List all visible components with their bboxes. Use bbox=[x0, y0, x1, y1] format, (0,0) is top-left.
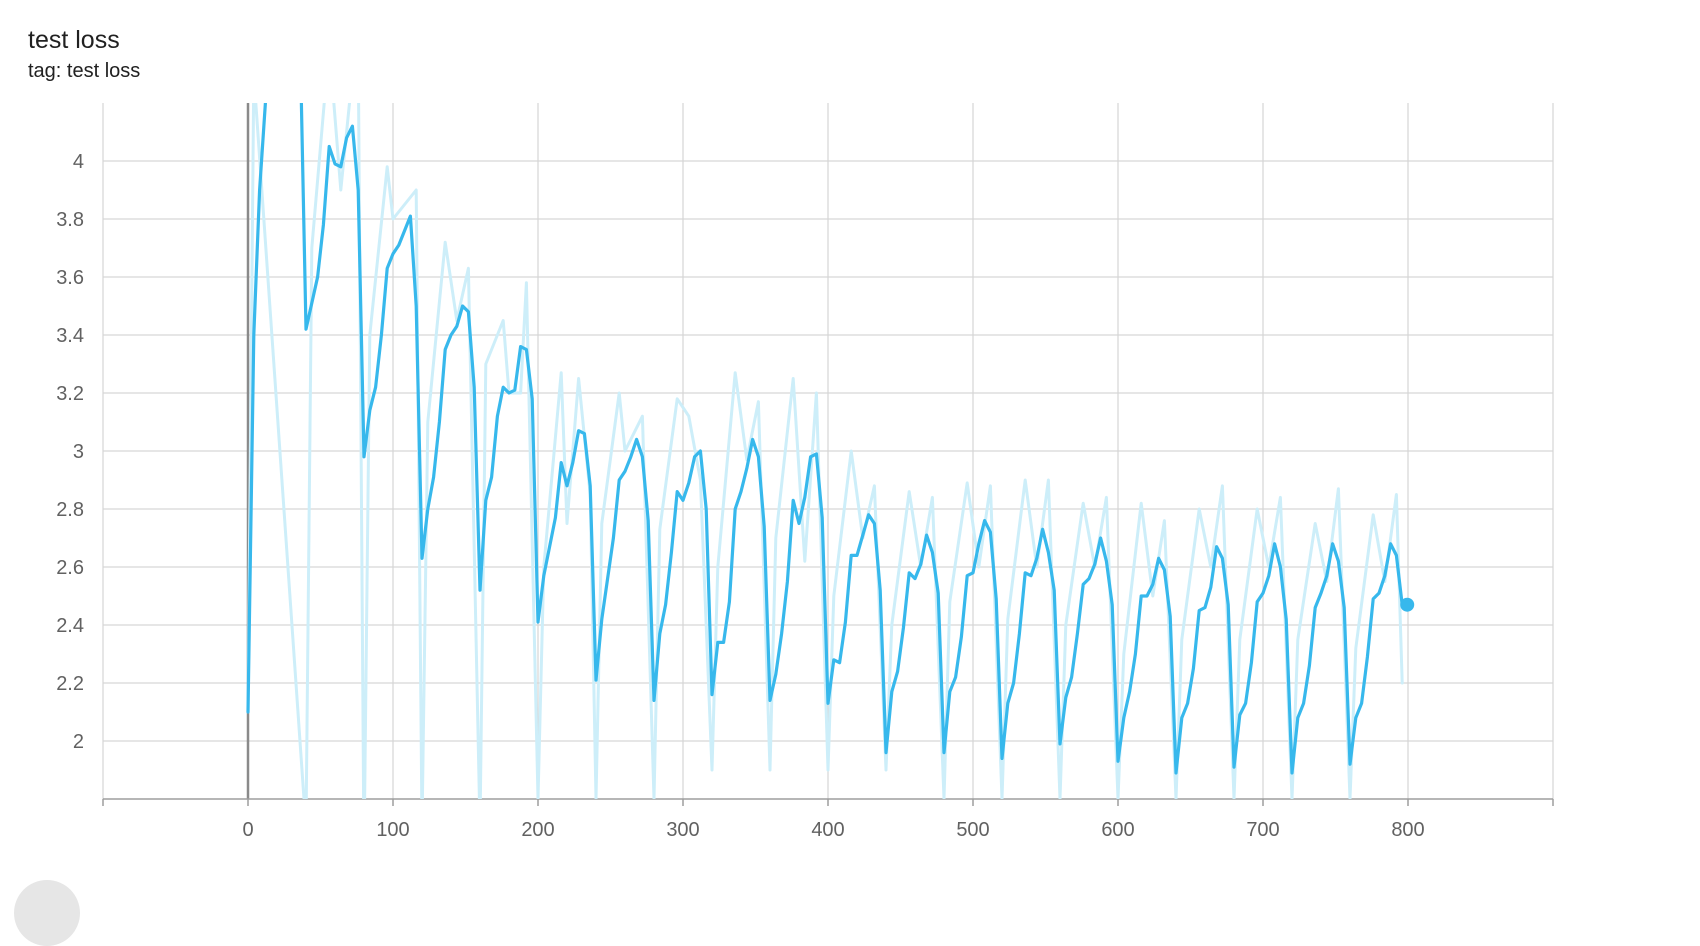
y-tick-label: 3.6 bbox=[56, 267, 84, 289]
y-tick-label: 4 bbox=[73, 151, 84, 173]
line-chart[interactable]: 2 2.2 2.4 2.6 2.8 3 3.2 3.4 3.6 3.8 4 0 100 200 300 400… bbox=[0, 0, 1700, 918]
y-tick-label: 2.8 bbox=[56, 499, 84, 521]
y-tick-label: 3.8 bbox=[56, 209, 84, 231]
series-layer bbox=[246, 103, 1404, 799]
x-tick-label: 400 bbox=[811, 819, 844, 841]
x-tick-label: 100 bbox=[376, 819, 409, 841]
smoothed-series-line bbox=[246, 103, 1404, 775]
y-tick-label: 2.6 bbox=[56, 557, 84, 579]
marker-layer bbox=[1400, 597, 1415, 612]
x-tick-label: 500 bbox=[956, 819, 989, 841]
y-tick-label: 3.2 bbox=[56, 383, 84, 405]
y-tick-label: 3.4 bbox=[56, 325, 84, 347]
chart-tag: tag: test loss bbox=[28, 60, 141, 82]
raw-series-line bbox=[246, 103, 1404, 799]
y-tick-label: 2 bbox=[73, 731, 84, 753]
x-tick-label: 800 bbox=[1391, 819, 1424, 841]
x-tick-label: 300 bbox=[666, 819, 699, 841]
x-tick-label: 600 bbox=[1101, 819, 1134, 841]
last-point-marker[interactable] bbox=[1400, 597, 1415, 612]
tick-labels: 2 2.2 2.4 2.6 2.8 3 3.2 3.4 3.6 3.8 4 0 100 200 300 400… bbox=[56, 151, 1425, 841]
x-tick-label: 0 bbox=[242, 819, 253, 841]
chart-title: test loss bbox=[28, 26, 120, 54]
y-tick-label: 2.2 bbox=[56, 673, 84, 695]
y-tick-label: 3 bbox=[73, 441, 84, 463]
x-tick-label: 200 bbox=[521, 819, 554, 841]
y-tick-label: 2.4 bbox=[56, 615, 84, 637]
expand-button[interactable] bbox=[14, 880, 80, 946]
x-tick-label: 700 bbox=[1246, 819, 1279, 841]
